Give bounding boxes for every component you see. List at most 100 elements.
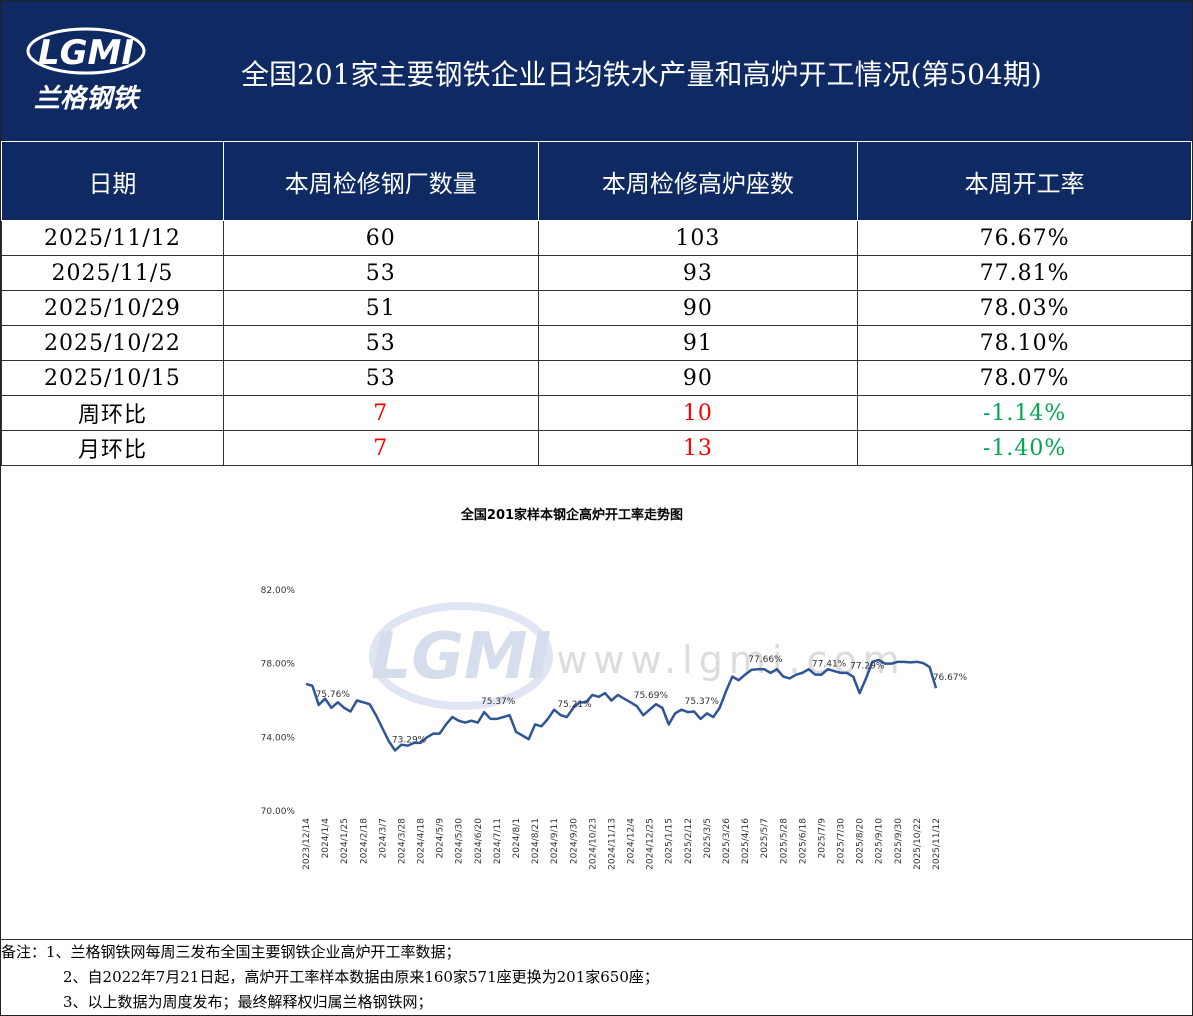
x-tick-label: 2023/12/14: [302, 818, 312, 870]
table-row: 2025/10/22 53 91 78.10%: [1, 325, 1192, 361]
data-label: 77.41%: [812, 660, 847, 670]
table-cell: 93: [537, 255, 859, 291]
y-tick-label: 70.00%: [261, 807, 296, 817]
x-tick-label: 2025/3/5: [703, 818, 713, 858]
x-tick-label: 2025/8/20: [856, 818, 866, 864]
note-label: 备注：: [1, 943, 47, 961]
x-tick-label: 2025/7/9: [817, 818, 827, 859]
column-header: 本周检修钢厂数量: [222, 141, 539, 221]
table-row: 2025/10/15 53 90 78.07%: [1, 360, 1192, 396]
x-tick-label: 2025/5/28: [779, 818, 789, 864]
x-tick-label: 2025/3/26: [722, 818, 732, 864]
x-tick-label: 2024/12/25: [646, 818, 656, 870]
x-tick-label: 2024/1/4: [321, 818, 331, 859]
table-cell: 7: [222, 395, 539, 431]
note-line: 2、自2022年7月21日起，高炉开工率样本数据由原来160家571座更换为20…: [1, 965, 1192, 990]
x-tick-label: 2025/6/18: [798, 818, 808, 864]
x-tick-label: 2025/10/22: [913, 818, 923, 870]
note-line: 备注：1、兰格钢铁网每周三发布全国主要钢铁企业高炉开工率数据；: [1, 940, 1192, 965]
y-tick-label: 74.00%: [261, 733, 296, 743]
data-label: 75.69%: [634, 691, 669, 701]
table-cell: 77.81%: [857, 255, 1192, 291]
x-tick-label: 2024/8/1: [512, 818, 522, 858]
notes: 备注：1、兰格钢铁网每周三发布全国主要钢铁企业高炉开工率数据； 2、自2022年7…: [1, 939, 1192, 1016]
note-text: 3、以上数据为周度发布；最终解释权归属兰格钢铁网；: [63, 993, 433, 1011]
note-text: 2、自2022年7月21日起，高炉开工率样本数据由原来160家571座更换为20…: [63, 968, 659, 986]
data-label: 75.37%: [685, 697, 720, 707]
x-tick-label: 2024/8/21: [531, 818, 541, 864]
y-tick-label: 78.00%: [261, 660, 296, 670]
table-cell: -1.14%: [857, 395, 1192, 431]
x-tick-label: 2024/9/11: [550, 818, 560, 864]
x-tick-label: 2024/5/9: [436, 818, 446, 859]
data-label: 75.76%: [316, 690, 351, 700]
logo-text: LGMI: [38, 33, 134, 73]
table-cell: 78.03%: [857, 290, 1192, 326]
header: LGMI 兰格钢铁 全国201家主要钢铁企业日均铁水产量和高炉开工情况(第504…: [1, 1, 1192, 141]
x-tick-label: 2024/3/28: [397, 818, 407, 864]
table-cell: 53: [222, 325, 539, 361]
table-cell: 周环比: [1, 395, 224, 431]
table-cell: 10: [537, 395, 859, 431]
data-label: 73.29%: [392, 735, 427, 745]
x-tick-label: 2024/11/13: [607, 818, 617, 870]
header-row: 日期 本周检修钢厂数量 本周检修高炉座数 本周开工率: [1, 141, 1192, 221]
watermark-ring: [369, 602, 553, 710]
table-row: 月环比 7 13 -1.40%: [1, 430, 1192, 466]
x-tick-label: 2024/9/30: [569, 818, 579, 864]
table-cell: 2025/10/29: [1, 290, 224, 326]
table-body: 2025/11/12 60 103 76.67% 2025/11/5 53 93 77.81%…: [1, 220, 1192, 466]
data-label: 76.67%: [933, 673, 968, 683]
data-label: 77.29%: [850, 662, 885, 672]
x-tick-label: 2025/1/15: [665, 818, 675, 864]
x-tick-label: 2025/9/30: [894, 818, 904, 864]
x-tick-label: 2025/5/7: [760, 818, 770, 858]
data-label: 75.37%: [481, 697, 516, 707]
column-header: 本周开工率: [857, 141, 1192, 221]
x-tick-label: 2024/4/18: [417, 818, 427, 864]
data-label: 77.66%: [748, 655, 783, 665]
table-cell: 78.10%: [857, 325, 1192, 361]
title: 全国201家主要钢铁企业日均铁水产量和高炉开工情况(第504期): [241, 58, 1042, 91]
x-tick-label: 2025/4/16: [741, 818, 751, 864]
watermark: www.lgmi.com: [556, 638, 905, 682]
table-cell: 53: [222, 255, 539, 291]
table-cell: -1.40%: [857, 430, 1192, 466]
chart: LGMI www.lgmi.com 全国201家样本钢企高炉开工率走势图 70.00%…: [261, 507, 968, 870]
x-tick-label: 2025/11/12: [932, 818, 942, 870]
table-cell: 103: [537, 220, 859, 256]
table-cell: 2025/10/15: [1, 360, 224, 396]
note-text: 1、兰格钢铁网每周三发布全国主要钢铁企业高炉开工率数据；: [46, 943, 461, 961]
table-cell: 53: [222, 360, 539, 396]
column-header: 日期: [1, 141, 224, 221]
note-line: 3、以上数据为周度发布；最终解释权归属兰格钢铁网；: [1, 990, 1192, 1015]
table-cell: 90: [537, 290, 859, 326]
data-table: 日期 本周检修钢厂数量 本周检修高炉座数 本周开工率 2025/11/12 60 103 7…: [1, 141, 1192, 466]
x-tick-label: 2024/1/25: [340, 818, 350, 864]
x-tick-label: 2024/12/4: [627, 818, 637, 864]
chart-title: 全国201家样本钢企高炉开工率走势图: [460, 507, 683, 523]
table-cell: 90: [537, 360, 859, 396]
table-cell: 2025/11/12: [1, 220, 224, 256]
data-label: 75.21%: [557, 700, 592, 710]
table-cell: 91: [537, 325, 859, 361]
table-cell: 13: [537, 430, 859, 466]
table-row: 2025/11/12 60 103 76.67%: [1, 220, 1192, 256]
table-cell: 60: [222, 220, 539, 256]
column-header: 本周检修高炉座数: [537, 141, 859, 221]
table-cell: 2025/10/22: [1, 325, 224, 361]
x-tick-label: 2025/9/10: [875, 818, 885, 864]
table-row: 2025/11/5 53 93 77.81%: [1, 255, 1192, 291]
x-tick-label: 2024/10/23: [588, 818, 598, 870]
x-tick-label: 2024/5/30: [455, 818, 465, 864]
x-tick-label: 2025/2/12: [684, 818, 694, 864]
line: [305, 658, 938, 752]
x-tick-label: 2025/7/30: [837, 818, 847, 864]
y-tick-label: 82.00%: [261, 586, 296, 596]
table-row: 周环比 7 10 -1.14%: [1, 395, 1192, 431]
table-cell: 51: [222, 290, 539, 326]
table-cell: 7: [222, 430, 539, 466]
